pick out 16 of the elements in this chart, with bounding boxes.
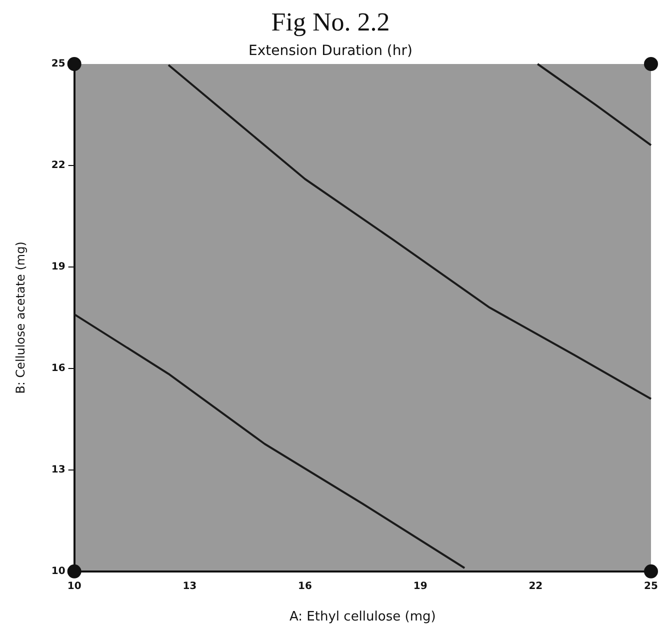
chart-title: Fig No. 2.2 [271, 7, 390, 36]
x-tick-label: 25 [644, 580, 658, 592]
x-tick-label: 22 [528, 580, 543, 592]
y-tick-label: 25 [51, 58, 66, 70]
y-axis-title: B: Cellulose acetate (mg) [13, 242, 28, 394]
x-tick-label: 19 [413, 580, 428, 592]
chart-subtitle: Extension Duration (hr) [248, 43, 412, 60]
y-tick-label: 22 [51, 160, 66, 172]
x-tick-label: 16 [298, 580, 312, 592]
y-tick-label: 19 [51, 262, 66, 273]
y-tick-label: 13 [51, 464, 66, 476]
x-tick-label: 13 [182, 580, 197, 592]
x-axis-title: A: Ethyl cellulose (mg) [290, 610, 436, 625]
y-tick-label: 16 [51, 363, 66, 374]
y-tick-label: 10 [51, 566, 66, 577]
x-tick-label: 10 [67, 580, 82, 592]
